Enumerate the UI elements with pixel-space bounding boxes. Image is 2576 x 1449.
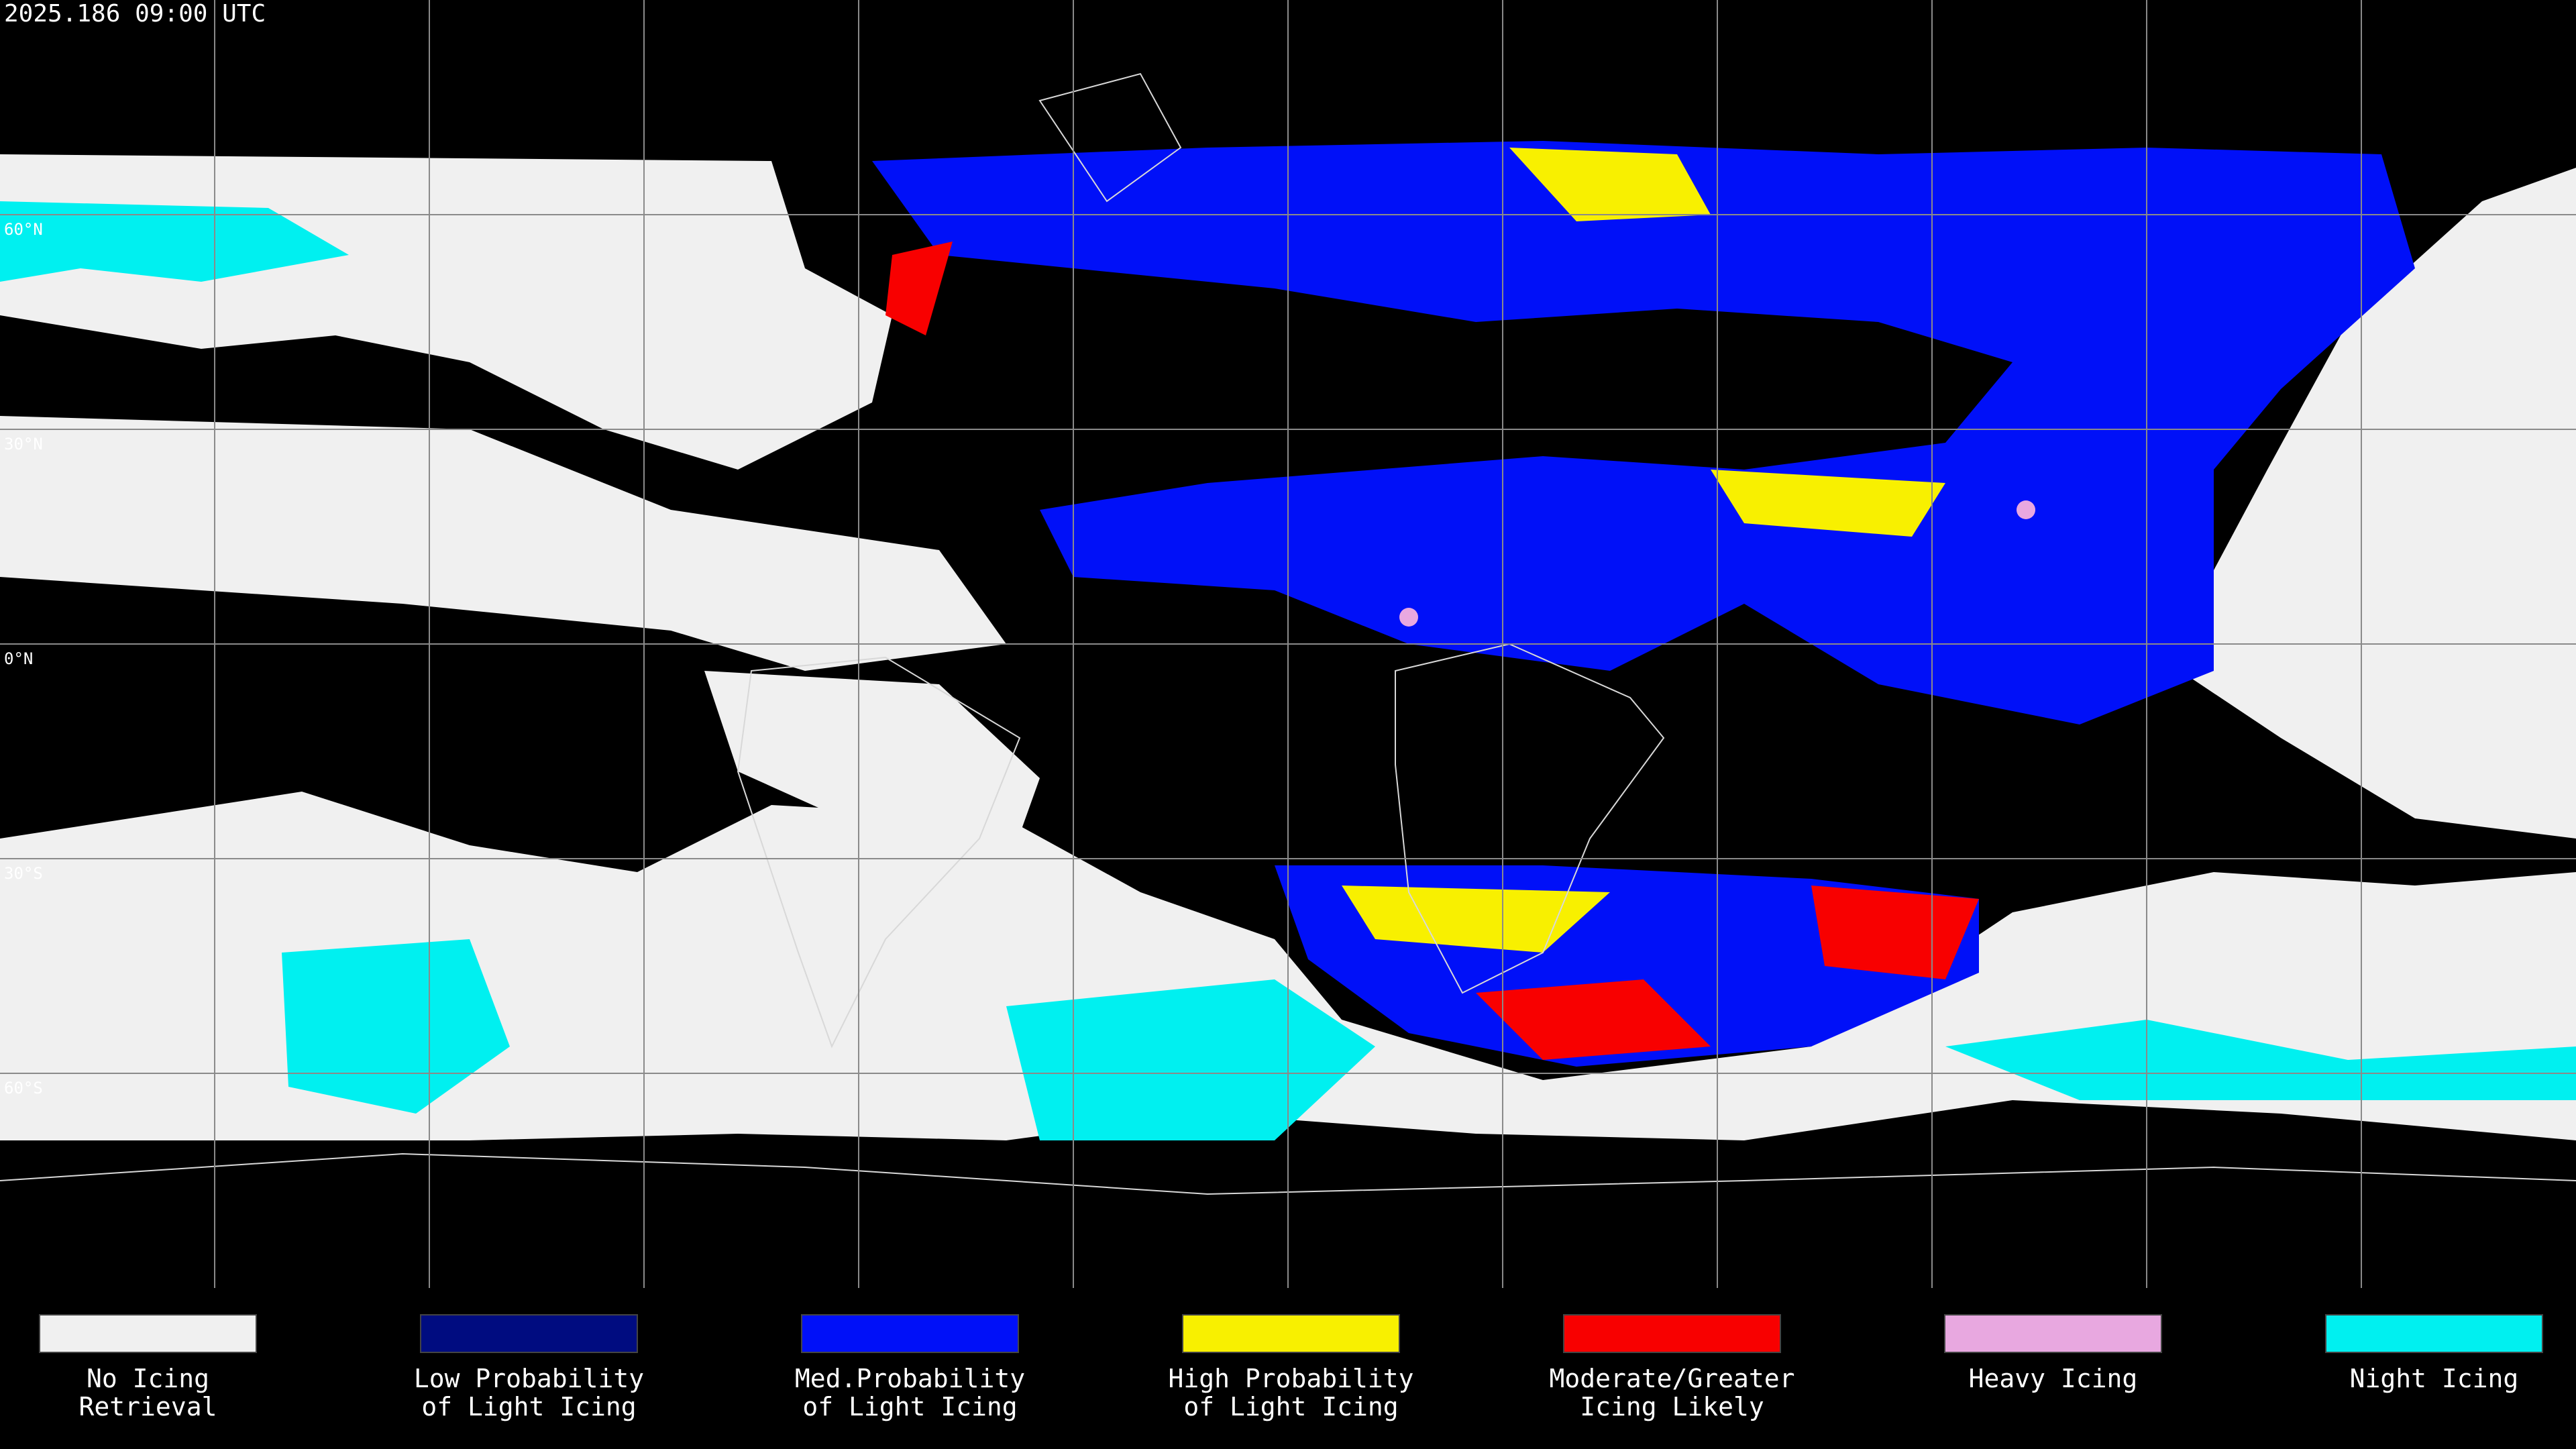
legend-swatch bbox=[2325, 1314, 2543, 1353]
icing-area bbox=[1811, 885, 1979, 979]
cloud bbox=[0, 416, 1006, 671]
legend-label: No Icing bbox=[87, 1364, 209, 1393]
cloud bbox=[0, 201, 349, 282]
legend-label: of Light Icing bbox=[802, 1392, 1017, 1421]
legend-label: High Probability bbox=[1168, 1364, 1413, 1393]
lat-label: 60°N bbox=[4, 220, 43, 239]
graticule: 60°N 30°N 0°N 30°S 60°S bbox=[0, 0, 2576, 1288]
lat-label: 30°S bbox=[4, 864, 43, 883]
coastline bbox=[1395, 643, 1665, 994]
icing-area bbox=[1711, 470, 1945, 537]
legend-swatch bbox=[1182, 1314, 1400, 1353]
legend-label: Med.Probability bbox=[795, 1364, 1025, 1393]
legend-label: Heavy Icing bbox=[1969, 1364, 2138, 1393]
legend-label: Night Icing bbox=[2350, 1364, 2519, 1393]
coastlines bbox=[0, 72, 2576, 1195]
legend-label: Moderate/Greater bbox=[1549, 1364, 1794, 1393]
cloud-field bbox=[0, 141, 2576, 1140]
legend-label: of Light Icing bbox=[421, 1392, 636, 1421]
coastline bbox=[1038, 72, 1182, 203]
icing-area bbox=[1399, 608, 1418, 627]
legend-label: of Light Icing bbox=[1183, 1392, 1398, 1421]
cloud bbox=[1945, 1020, 2576, 1100]
legend-label: Retrieval bbox=[79, 1392, 217, 1421]
lat-label: 30°N bbox=[4, 435, 43, 453]
coastline bbox=[737, 656, 1021, 1049]
icing-area bbox=[872, 141, 2415, 724]
icing-area bbox=[1342, 885, 1610, 953]
coastline bbox=[0, 1152, 2576, 1195]
timestamp: 2025.186 09:00 UTC bbox=[4, 0, 266, 28]
cloud bbox=[282, 939, 510, 1114]
legend-label: Icing Likely bbox=[1580, 1392, 1764, 1421]
legend-swatch bbox=[420, 1314, 638, 1353]
lat-label: 0°N bbox=[4, 649, 33, 668]
icing-area bbox=[1509, 148, 1711, 221]
cloud bbox=[1006, 979, 1375, 1140]
icing-area bbox=[1476, 979, 1711, 1060]
lat-label: 60°S bbox=[4, 1079, 43, 1097]
legend-swatch bbox=[1563, 1314, 1781, 1353]
cloud bbox=[2180, 168, 2576, 839]
icing-area bbox=[2017, 500, 2035, 519]
icing-area bbox=[885, 241, 953, 335]
legend-swatch bbox=[1944, 1314, 2162, 1353]
legend-swatch bbox=[39, 1314, 257, 1353]
legend-label: Low Probability bbox=[414, 1364, 644, 1393]
legend-swatch bbox=[801, 1314, 1019, 1353]
